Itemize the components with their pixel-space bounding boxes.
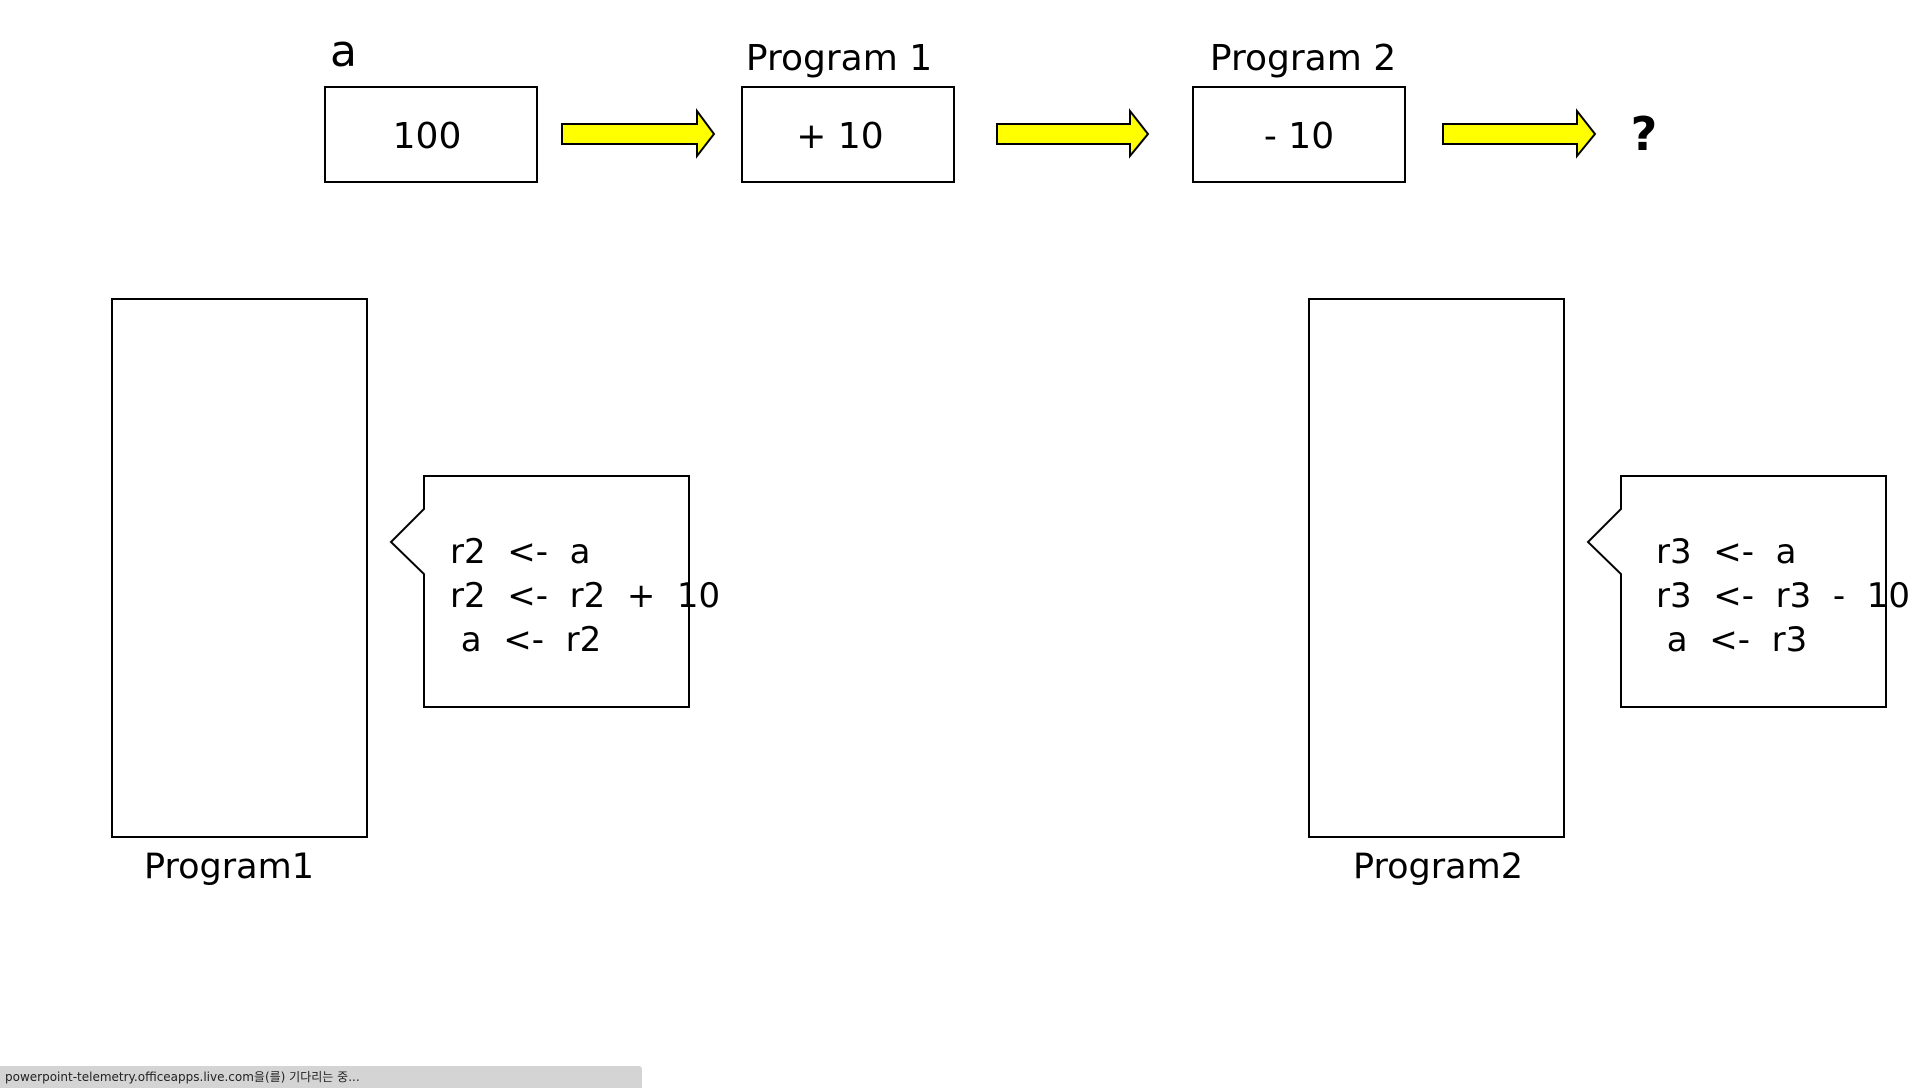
initial-value-text: 100 bbox=[393, 116, 462, 157]
program2-op-box bbox=[1192, 86, 1406, 183]
program1-title: Program 1 bbox=[746, 38, 932, 79]
program2-code-line-1: r3 <- a bbox=[1656, 532, 1796, 572]
flow-arrow-1 bbox=[561, 107, 716, 159]
program1-code-line-1: r2 <- a bbox=[450, 532, 590, 572]
program2-code-line-2: r3 <- r3 - 10 bbox=[1656, 576, 1910, 616]
program1-code-callout bbox=[389, 475, 690, 708]
program1-box bbox=[111, 298, 368, 838]
program1-code-line-2: r2 <- r2 + 10 bbox=[450, 576, 720, 616]
program1-op-box bbox=[741, 86, 955, 183]
program1-code-line-3: a <- r2 bbox=[450, 620, 601, 660]
program2-code-line-3: a <- r3 bbox=[1656, 620, 1807, 660]
program2-box bbox=[1308, 298, 1565, 838]
program2-code-callout bbox=[1586, 475, 1887, 708]
flow-arrow-3 bbox=[1442, 108, 1597, 159]
result-text: ? bbox=[1631, 107, 1658, 161]
program1-label: Program1 bbox=[144, 847, 314, 887]
program1-op-text: + 10 bbox=[796, 116, 883, 157]
flow-arrow-2 bbox=[996, 108, 1150, 159]
initial-value-box bbox=[324, 86, 538, 183]
variable-label: a bbox=[330, 26, 357, 77]
program2-label: Program2 bbox=[1353, 847, 1523, 887]
program2-title: Program 2 bbox=[1210, 38, 1396, 79]
program2-op-text: - 10 bbox=[1264, 116, 1334, 157]
browser-status-bar: powerpoint-telemetry.officeapps.live.com… bbox=[0, 1066, 642, 1088]
